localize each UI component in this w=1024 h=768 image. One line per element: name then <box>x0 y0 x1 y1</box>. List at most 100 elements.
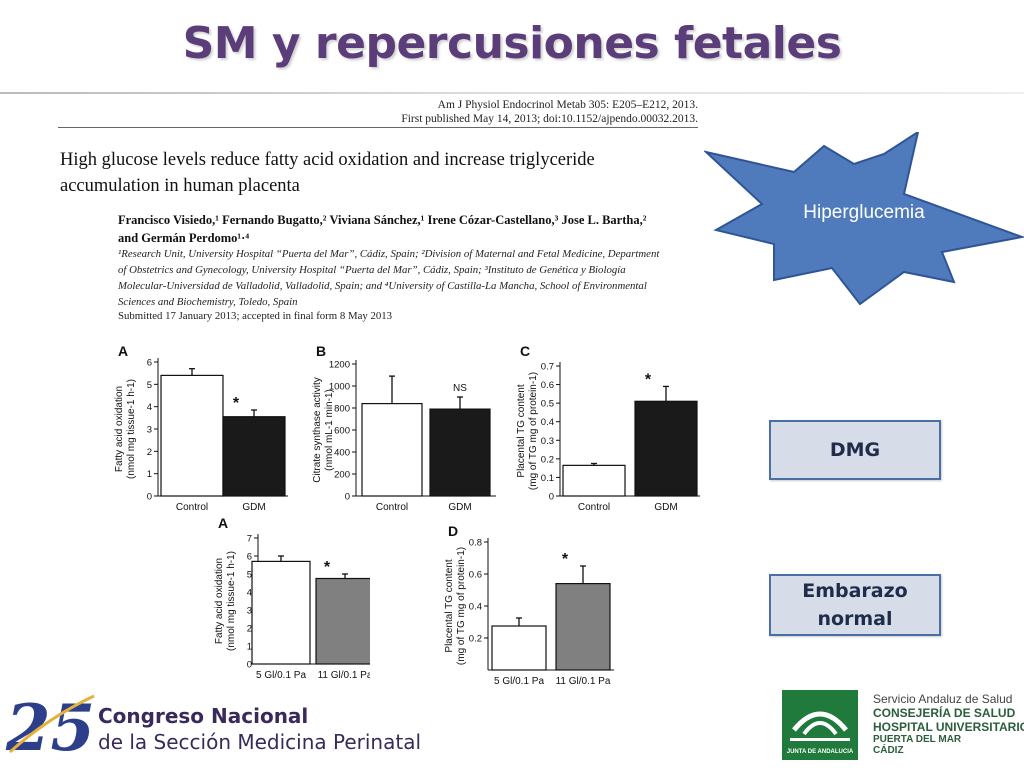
panel-letter: B <box>316 343 326 359</box>
y-tick-label: 0.4 <box>541 417 554 428</box>
normal-pregnancy-box: Embarazo normal <box>769 574 941 636</box>
panel-letter: A <box>118 343 128 359</box>
y-tick-label: 6 <box>147 358 152 369</box>
significance-annotation: * <box>233 395 240 412</box>
significance-annotation: * <box>562 551 569 568</box>
chart-panel-d-tg: D 0.2 0.4 0.6 0.8 Placental TG content (mg of … <box>444 523 614 687</box>
slide-title: SM y repercusiones fetales <box>182 18 842 69</box>
y-tick-label: 6 <box>247 552 252 563</box>
bar <box>491 625 547 671</box>
logo-swoosh <box>8 694 95 754</box>
y-tick-label: 5 <box>247 570 252 581</box>
y-axis-label: Placental TG content <box>444 559 455 652</box>
paper-title: High glucose levels reduce fatty acid ox… <box>60 147 680 199</box>
y-tick-label: 0.6 <box>469 570 482 581</box>
y-tick-label: 3 <box>247 606 252 617</box>
hyperglycemia-label: Hiperglucemia <box>803 202 925 223</box>
y-tick-label: 0 <box>549 492 554 503</box>
logo-arch-inner <box>802 721 838 736</box>
title-divider <box>0 92 1024 94</box>
significance-annotation: * <box>645 371 652 388</box>
affil-line-3: Molecular-Universidad de Valladolid, Val… <box>118 280 647 292</box>
sas-line-4: PUERTA DEL MAR <box>873 734 962 745</box>
category-label: Control <box>176 502 208 513</box>
bar <box>315 577 370 665</box>
sas-line-3: HOSPITAL UNIVERSITARIO <box>873 720 1024 734</box>
chart-panel-c-tg: C 0 0.1 0.2 0.3 0.4 0.5 0.6 0.7 Placental TG cont… <box>516 343 700 513</box>
y-axis-label: Placental TG content <box>516 384 527 477</box>
y-tick-label: 0.8 <box>469 538 482 549</box>
affil-line-1: ¹Research Unit, University Hospital “Pue… <box>118 248 660 260</box>
logo-caption: JUNTA DE ANDALUCIA <box>787 749 854 755</box>
panel-letter: A <box>218 515 228 531</box>
y-tick-label: 0.2 <box>541 454 554 465</box>
category-label: 5 Gl/0.1 Pa <box>256 670 306 681</box>
bar <box>251 560 311 665</box>
congress-25-logo: 25 <box>5 691 95 762</box>
y-axis-label: Fatty acid oxidation <box>114 386 125 472</box>
y-tick-label: 0.5 <box>541 399 554 410</box>
y-tick-label: 200 <box>334 470 350 481</box>
category-label: GDM <box>448 502 471 513</box>
y-tick-label: 600 <box>334 426 350 437</box>
y-tick-label: 0.7 <box>541 362 554 373</box>
chart-panel-b-citrate: B 0 200 400 600 800 1000 1200 Citrate synthase a… <box>312 343 496 513</box>
bar <box>361 402 423 497</box>
paper-authors: Francisco Visiedo,¹ Fernando Bugatto,² V… <box>118 211 698 247</box>
y-axis-label: (nmol mL-1 min-1) <box>324 389 335 471</box>
y-tick-label: 0 <box>247 660 252 671</box>
y-axis-label: (nmol mg tissue-1 h-1) <box>126 379 137 479</box>
logo-arch <box>792 711 848 732</box>
category-label: 11 Gl/0.1 Pa <box>556 676 611 687</box>
y-axis-label: (mg of TG mg of protein-1) <box>456 547 467 665</box>
chart-panel-a2-oxidation: A 0 1 2 3 4 5 6 7 Fatty acid oxidation (nmol mg ti… <box>214 515 370 681</box>
category-label: Control <box>578 502 610 513</box>
y-tick-label: 0.6 <box>541 380 554 391</box>
dmg-box: DMG <box>769 420 941 480</box>
paper-affiliations: ¹Research Unit, University Hospital “Pue… <box>118 246 698 310</box>
sas-line-5: CÁDIZ <box>873 745 904 756</box>
bar <box>555 582 611 671</box>
normal-label-line-1: Embarazo <box>802 580 908 602</box>
y-tick-label: 0.4 <box>469 602 482 613</box>
hyperglycemia-starburst <box>704 132 1024 306</box>
y-axis-label: (nmol mg tissue-1 h-1) <box>226 551 237 651</box>
y-tick-label: 7 <box>247 534 252 545</box>
paper-title-line-2: accumulation in human placenta <box>60 176 300 196</box>
sas-institution-text: Servicio Andaluz de Salud CONSEJERÍA DE … <box>873 692 1024 756</box>
authors-line-1: Francisco Visiedo,¹ Fernando Bugatto,² V… <box>118 213 647 227</box>
y-tick-label: 0 <box>345 492 350 503</box>
y-tick-label: 1 <box>147 469 152 480</box>
y-tick-label: 1200 <box>329 360 350 371</box>
affil-line-2: of Obstetrics and Gynecology, University… <box>118 264 626 276</box>
bar <box>222 416 286 497</box>
y-tick-label: 0 <box>147 492 152 503</box>
y-tick-label: 2 <box>247 624 252 635</box>
starburst-shape <box>704 132 1024 306</box>
journal-line-2: First published May 14, 2013; doi:10.115… <box>401 113 698 125</box>
sas-line-1: Servicio Andaluz de Salud <box>873 692 1013 706</box>
bar <box>634 400 698 497</box>
bar <box>429 408 491 497</box>
bar <box>562 464 626 497</box>
y-tick-label: 400 <box>334 448 350 459</box>
y-tick-label: 4 <box>147 402 152 413</box>
journal-citation: Am J Physiol Endocrinol Metab 305: E205–… <box>58 98 698 126</box>
y-tick-label: 0.1 <box>541 473 554 484</box>
paper-divider <box>58 127 698 128</box>
y-axis-label: Citrate synthase activity <box>312 377 323 483</box>
y-tick-label: 5 <box>147 380 152 391</box>
y-axis-label: Fatty acid oxidation <box>214 558 225 644</box>
congress-subtitle: de la Sección Medicina Perinatal <box>98 730 422 754</box>
significance-annotation: NS <box>453 383 467 394</box>
category-label: GDM <box>242 502 265 513</box>
authors-line-2: and Germán Perdomo¹·⁴ <box>118 231 250 245</box>
y-tick-label: 3 <box>147 425 152 436</box>
y-tick-label: 1000 <box>329 382 350 393</box>
category-label: Control <box>376 502 408 513</box>
panel-letter: D <box>448 523 458 539</box>
category-label: 11 Gl/0.1 Pa <box>318 670 370 681</box>
y-tick-label: 1 <box>247 642 252 653</box>
sas-line-2: CONSEJERÍA DE SALUD <box>873 706 1016 720</box>
y-tick-label: 0.3 <box>541 436 554 447</box>
